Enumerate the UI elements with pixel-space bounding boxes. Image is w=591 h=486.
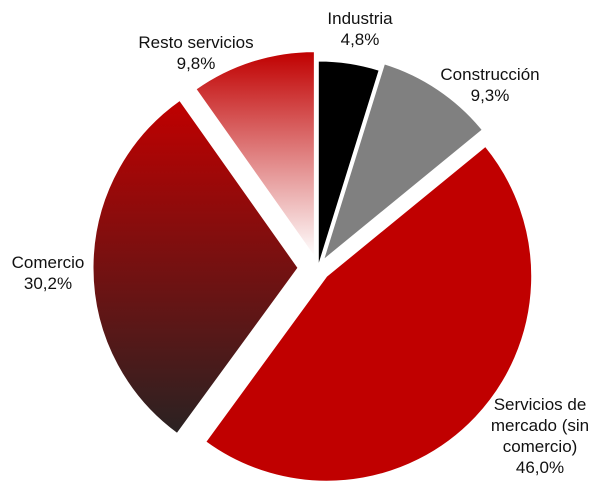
pie-slice-servicios-de-mercado xyxy=(205,145,533,482)
pie-label-category: Construcción xyxy=(440,65,539,84)
pie-label-category: mercado (sin xyxy=(491,416,589,435)
pie-slice-resto-servicios xyxy=(195,51,315,259)
pie-label-value: 9,3% xyxy=(471,86,510,105)
pie-label-construccion: Construcción 9,3% xyxy=(440,65,539,105)
pie-slice-comercio xyxy=(92,99,299,435)
pie-labels: Industria 4,8% Construcción 9,3% Servicios d… xyxy=(12,9,590,477)
pie-label-industria: Industria 4,8% xyxy=(327,9,393,49)
pie-label-value: 9,8% xyxy=(177,54,216,73)
pie-label-resto-servicios: Resto servicios 9,8% xyxy=(138,33,253,73)
pie-label-category: Resto servicios xyxy=(138,33,253,52)
pie-label-category: comercio) xyxy=(503,437,578,456)
pie-slices xyxy=(92,51,533,482)
pie-slice-industria xyxy=(317,60,380,267)
pie-label-category: Servicios de xyxy=(494,395,587,414)
pie-label-comercio: Comercio 30,2% xyxy=(12,253,85,293)
pie-label-value: 30,2% xyxy=(24,274,72,293)
pie-slice-construccion xyxy=(322,63,483,262)
pie-label-value: 46,0% xyxy=(516,458,564,477)
pie-label-category: Comercio xyxy=(12,253,85,272)
pie-label-value: 4,8% xyxy=(341,30,380,49)
pie-label-servicios-de-mercado: Servicios de mercado (sin comercio) 46,0% xyxy=(491,395,589,477)
pie-label-category: Industria xyxy=(327,9,393,28)
